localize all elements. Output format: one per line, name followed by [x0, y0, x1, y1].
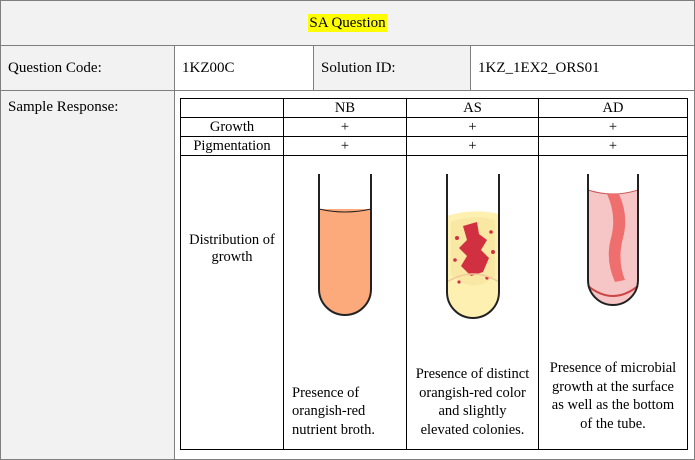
sample-response-label: Sample Response:	[8, 99, 119, 115]
solution-id-cell: 1KZ_1EX2_ORS01	[470, 45, 695, 91]
question-code-value: 1KZ00C	[182, 59, 235, 76]
pigmentation-ad: +	[538, 136, 688, 156]
header-as: AS	[406, 98, 539, 118]
title-bar: SA Question	[0, 0, 695, 46]
distribution-row: Distribution of growth Presence of orang…	[180, 155, 688, 450]
nb-tube-illustration	[284, 156, 406, 336]
distribution-label: Distribution of growth	[189, 232, 275, 265]
question-code-label: Question Code:	[8, 59, 102, 76]
distribution-label-cell: Distribution of growth	[180, 155, 284, 450]
pigmentation-as: +	[406, 136, 539, 156]
nb-broth-tube-icon	[318, 174, 372, 316]
ad-deep-tube-icon	[587, 174, 639, 306]
header-nb: NB	[283, 98, 407, 118]
pigmentation-label: Pigmentation	[180, 136, 284, 156]
ad-description: Presence of microbial growth at the surf…	[549, 360, 677, 432]
results-table: NB AS AD Growth + + + Pigmentation + + +…	[180, 98, 688, 450]
sample-response-label-cell: Sample Response:	[0, 90, 175, 460]
pigmentation-row: Pigmentation + + +	[180, 136, 688, 156]
solution-id-value: 1KZ_1EX2_ORS01	[478, 59, 600, 76]
growth-label: Growth	[180, 117, 284, 137]
ad-tube-illustration	[539, 156, 687, 336]
pigmentation-nb: +	[283, 136, 407, 156]
nb-description: Presence of orangish-red nutrient broth.	[292, 384, 375, 438]
as-cell: Presence of distinct orangish-red color …	[406, 155, 539, 450]
header-ad: AD	[538, 98, 688, 118]
header-empty-cell	[180, 98, 284, 118]
page-title: SA Question	[308, 14, 387, 32]
header-row: NB AS AD	[180, 98, 688, 118]
as-description: Presence of distinct orangish-red color …	[415, 366, 530, 438]
nb-cell: Presence of orangish-red nutrient broth.	[283, 155, 407, 450]
solution-id-label: Solution ID:	[321, 59, 396, 76]
as-slant-tube-icon	[446, 174, 500, 319]
growth-nb: +	[283, 117, 407, 137]
growth-as: +	[406, 117, 539, 137]
growth-row: Growth + + +	[180, 117, 688, 137]
solution-id-label-cell: Solution ID:	[313, 45, 471, 91]
question-code-label-cell: Question Code:	[0, 45, 175, 91]
question-code-cell: 1KZ00C	[174, 45, 314, 91]
ad-cell: Presence of microbial growth at the surf…	[538, 155, 688, 450]
as-tube-illustration	[407, 156, 538, 336]
growth-ad: +	[538, 117, 688, 137]
